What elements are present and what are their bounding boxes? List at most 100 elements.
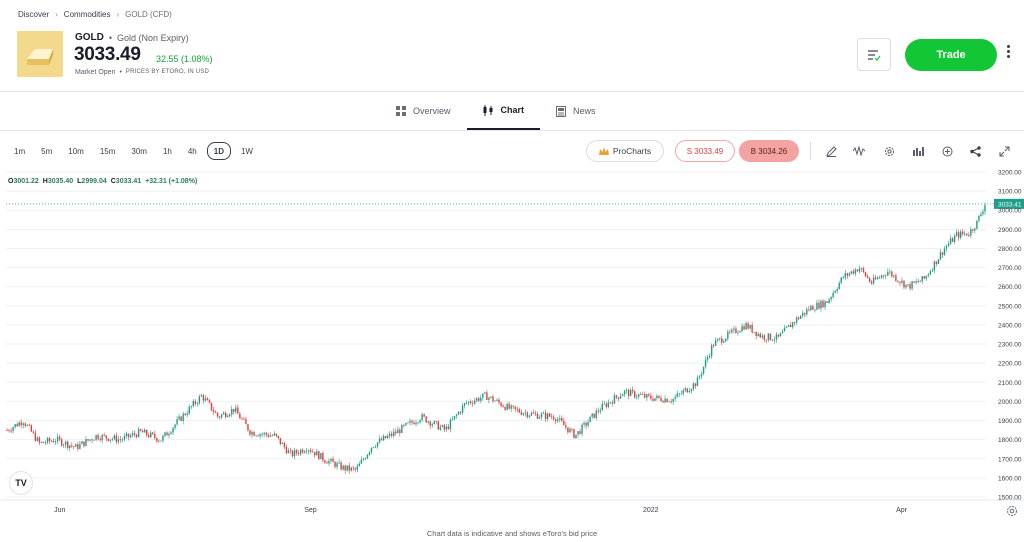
asset-symbol: GOLD: [75, 32, 104, 43]
pencil-icon[interactable]: [824, 144, 838, 158]
candle-body: [804, 312, 806, 315]
candle-body: [455, 414, 458, 416]
candle-body: [502, 406, 504, 408]
candle-body: [654, 398, 656, 401]
price-source: PRICES BY ETORO, IN USD: [125, 69, 209, 75]
timeframe-4h[interactable]: 4h: [187, 146, 197, 156]
timeframe-10m[interactable]: 10m: [68, 146, 84, 156]
candle-body: [761, 335, 763, 338]
candle-body: [755, 331, 757, 336]
asset-price: 3033.49: [74, 44, 141, 65]
candle-body: [935, 261, 938, 264]
candle-body: [852, 271, 855, 274]
candle-body: [127, 433, 130, 438]
candle-body: [449, 419, 452, 430]
price-chart[interactable]: 3033.41 1500.00 1600.00 1700.00 1800.00 1900…: [0, 170, 1024, 520]
trade-button[interactable]: Trade: [905, 39, 997, 71]
tab-chart[interactable]: Chart: [466, 92, 541, 130]
candle-body: [330, 458, 332, 461]
candle-body: [65, 441, 67, 445]
candle-body: [800, 315, 802, 319]
candle-body: [50, 441, 53, 442]
x-tick-label: 2022: [643, 507, 659, 514]
timeframe-1h[interactable]: 1h: [162, 146, 172, 156]
share-icon[interactable]: [968, 144, 982, 158]
candle-body: [176, 419, 178, 425]
candle-body: [374, 446, 377, 448]
bar-chart-icon[interactable]: [911, 144, 925, 158]
candle-body: [269, 435, 271, 437]
candle-body: [676, 393, 678, 397]
candle-body: [18, 422, 20, 427]
candle-body: [291, 450, 294, 457]
tab-overview[interactable]: Overview: [380, 92, 467, 130]
candle-body: [735, 328, 737, 333]
candle-body: [737, 332, 739, 334]
candle-body: [6, 430, 8, 431]
candle-body: [591, 413, 593, 417]
y-tick-label: 2900.00: [998, 227, 1022, 234]
candle-body: [101, 434, 103, 441]
candle-body: [305, 451, 308, 453]
candle-body: [423, 414, 425, 417]
candle-body: [425, 416, 427, 423]
candle-body: [569, 428, 571, 433]
candle-body: [233, 408, 235, 412]
breadcrumb-discover[interactable]: Discover: [18, 10, 50, 19]
watchlist-button[interactable]: [857, 38, 891, 71]
timeframe-1m[interactable]: 1m: [14, 146, 26, 156]
candle-body: [253, 431, 255, 436]
y-tick-label: 2200.00: [998, 361, 1022, 368]
indicators-icon[interactable]: [852, 144, 866, 158]
timeframe-1d[interactable]: 1D: [206, 142, 231, 160]
candle-body: [557, 419, 559, 422]
candle-body: [854, 269, 857, 274]
tab-news[interactable]: News: [540, 92, 612, 130]
timeframe-1w[interactable]: 1W: [240, 146, 253, 156]
candle-body: [198, 396, 201, 404]
candle-body: [646, 394, 648, 398]
plus-circle-icon[interactable]: [940, 144, 954, 158]
timeframe-15m[interactable]: 15m: [99, 146, 116, 156]
candle-body: [678, 393, 680, 395]
candle-body: [652, 398, 654, 401]
candle-body: [210, 402, 213, 411]
y-tick-label: 2400.00: [998, 322, 1022, 329]
dot-separator: •: [108, 32, 113, 43]
candle-body: [299, 449, 302, 454]
candle-body: [172, 427, 174, 433]
more-options-icon[interactable]: [1004, 45, 1012, 63]
y-tick-label: 2300.00: [998, 342, 1022, 349]
candle-body: [830, 297, 832, 300]
timeframe-30m[interactable]: 30m: [131, 146, 147, 156]
candle-body: [915, 281, 917, 283]
candle-body: [490, 396, 492, 398]
candle-body: [261, 434, 263, 435]
candle-body: [933, 261, 936, 271]
candle-body: [469, 401, 472, 403]
breadcrumb-commodities[interactable]: Commodities: [63, 10, 111, 19]
candle-body: [828, 299, 830, 303]
candle-body: [95, 434, 97, 440]
chart-settings-icon[interactable]: [1006, 504, 1018, 516]
sell-button[interactable]: S 3033.49: [675, 140, 735, 162]
candle-body: [310, 450, 312, 452]
expand-icon[interactable]: [997, 144, 1011, 158]
candle-body: [28, 424, 30, 426]
candle-body: [662, 401, 664, 403]
candle-body: [907, 284, 909, 286]
tradingview-logo-icon[interactable]: TV: [10, 472, 32, 494]
candle-body: [419, 420, 421, 423]
candle-body: [58, 436, 61, 440]
candle-body: [589, 416, 591, 423]
candle-body: [769, 333, 772, 340]
gear-icon[interactable]: [882, 144, 896, 158]
timeframe-5m[interactable]: 5m: [41, 146, 53, 156]
buy-button[interactable]: B 3034.26: [739, 140, 799, 162]
candle-body: [239, 413, 241, 419]
candle-body: [692, 383, 695, 390]
candle-body: [287, 450, 290, 454]
candle-body: [273, 433, 275, 436]
procharts-button[interactable]: ProCharts: [586, 140, 664, 162]
candle-body: [883, 275, 885, 277]
